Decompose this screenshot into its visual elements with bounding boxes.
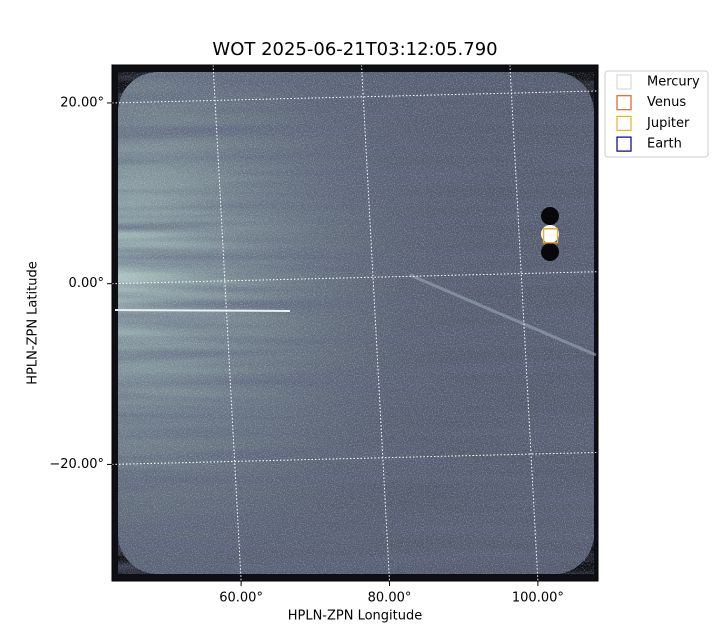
legend-label: Mercury bbox=[647, 75, 700, 90]
y-tick-label: 20.00° bbox=[60, 95, 104, 110]
y-tick-label: 0.00° bbox=[69, 276, 104, 291]
y-tick-label: −20.00° bbox=[49, 457, 104, 472]
grid-line bbox=[111, 90, 599, 104]
grid-line bbox=[212, 64, 242, 582]
legend-swatch bbox=[616, 136, 632, 152]
plot-area bbox=[111, 64, 599, 582]
legend-swatch bbox=[616, 115, 632, 132]
legend-label: Jupiter bbox=[646, 116, 690, 131]
grid-line bbox=[509, 64, 539, 582]
x-tick-label: 80.00° bbox=[368, 591, 412, 606]
legend-swatch bbox=[616, 74, 632, 90]
x-tick-label: 60.00° bbox=[219, 591, 263, 606]
legend-swatch bbox=[616, 95, 632, 111]
y-axis-label: HPLN-ZPN Latitude bbox=[26, 261, 41, 384]
x-axis-label: HPLN-ZPN Longitude bbox=[288, 609, 423, 624]
planet-marker bbox=[542, 228, 559, 244]
grid-line bbox=[111, 451, 599, 465]
grid-line bbox=[361, 64, 391, 582]
legend-label: Venus bbox=[647, 95, 686, 110]
legend bbox=[604, 70, 709, 158]
chart-title: WOT 2025-06-21T03:12:05.790 bbox=[212, 39, 497, 60]
legend-label: Earth bbox=[647, 137, 682, 152]
axes-frame bbox=[111, 64, 599, 582]
x-tick-label: 100.00° bbox=[512, 591, 564, 606]
image bbox=[112, 65, 598, 581]
grid-line bbox=[111, 271, 599, 285]
